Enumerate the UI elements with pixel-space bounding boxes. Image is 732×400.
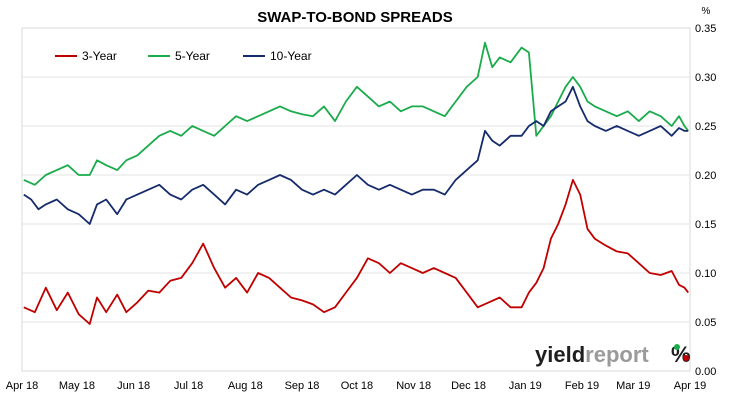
y-tick-label: 0.20 [695,170,716,182]
brand-report: report [585,342,649,367]
svg-text:yieldreport: yieldreport [535,342,649,367]
x-tick-label: Apr 18 [6,380,38,392]
x-tick-label: Jul 18 [174,380,203,392]
x-tick-label: Jan 19 [509,380,542,392]
brand-percent: % [671,342,691,367]
y-tick-label: 0.10 [695,268,716,280]
brand-percent-icon: % [671,342,691,367]
x-axis: Apr 18 May 18 Jun 18 Jul 18 Aug 18 Sep 18 Oct … [6,380,706,392]
legend: 3-Year 5-Year 10-Year [55,49,312,63]
x-tick-label: May 18 [59,380,95,392]
y-tick-label: 0.35 [695,23,716,35]
y-tick-label: 0.15 [695,219,716,231]
series-lines [23,41,689,325]
legend-label: 10-Year [270,49,312,63]
x-tick-label: Oct 18 [341,380,373,392]
y-tick-label: 0.30 [695,72,716,84]
legend-label: 3-Year [82,49,117,63]
x-tick-label: Dec 18 [451,380,486,392]
series-line-3-Year [23,179,689,325]
gridlines [22,76,690,323]
x-tick-label: Mar 19 [616,380,650,392]
x-tick-label: Aug 18 [228,380,263,392]
x-tick-label: Sep 18 [285,380,320,392]
y-tick-label: 0.25 [695,121,716,133]
brand-dot-red [683,355,689,361]
brand-logo: yieldreport % [535,342,691,367]
x-tick-label: Apr 19 [674,380,706,392]
y-axis: 0.00 0.05 0.10 0.15 0.20 0.25 0.30 0.35 [695,23,716,378]
y-tick-label: 0.00 [695,366,716,378]
legend-label: 5-Year [175,49,210,63]
x-tick-label: Jun 18 [117,380,150,392]
brand-yield: yield [535,342,585,367]
plot-area [21,27,691,372]
brand-dot-green [674,344,680,350]
y-tick-label: 0.05 [695,317,716,329]
y-axis-unit: % [702,6,711,17]
series-line-10-Year [23,85,689,225]
x-tick-label: Nov 18 [396,380,431,392]
series-line-5-Year [23,41,689,186]
chart-title: SWAP-TO-BOND SPREADS [257,9,453,26]
x-tick-label: Feb 19 [565,380,599,392]
